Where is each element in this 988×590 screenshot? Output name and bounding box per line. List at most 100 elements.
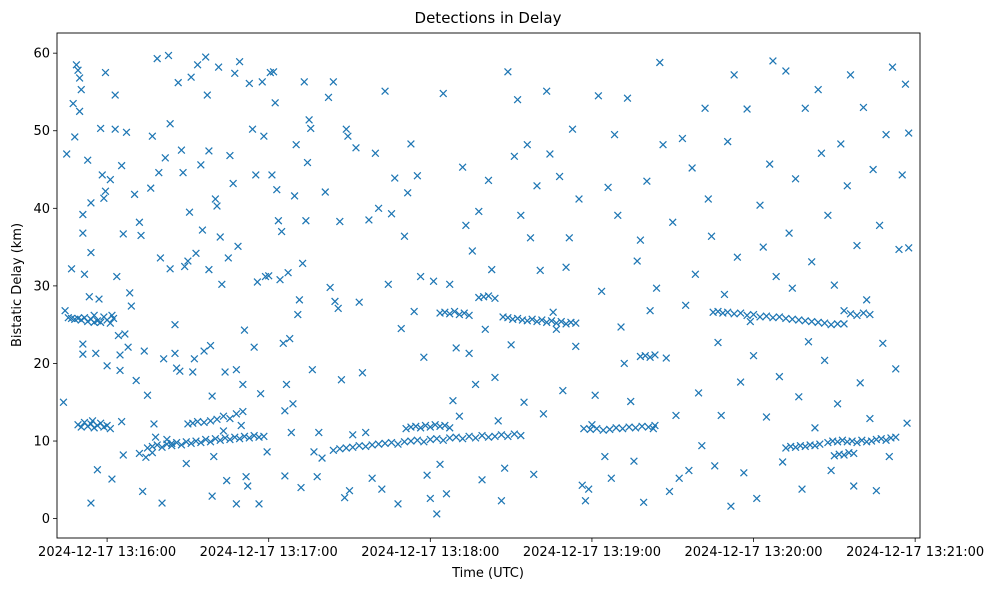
data-point-marker xyxy=(154,168,163,177)
data-point-marker xyxy=(452,344,461,352)
data-point-marker xyxy=(318,454,326,462)
data-point-marker xyxy=(769,57,777,65)
data-point-marker xyxy=(733,253,742,262)
data-point-marker xyxy=(420,353,428,362)
data-point-marker xyxy=(507,341,515,349)
data-point-marker xyxy=(555,172,564,181)
data-point-marker xyxy=(175,367,184,376)
data-point-marker xyxy=(201,435,210,444)
data-point-marker xyxy=(93,465,102,474)
data-point-marker xyxy=(697,441,706,450)
data-point-marker xyxy=(471,380,480,389)
data-point-marker xyxy=(604,183,612,192)
data-point-marker xyxy=(407,140,415,148)
data-point-marker xyxy=(400,437,409,446)
data-point-marker xyxy=(206,417,215,425)
data-point-marker xyxy=(820,319,829,327)
data-point-marker xyxy=(807,317,816,326)
data-point-marker xyxy=(345,486,354,495)
data-point-marker xyxy=(846,71,855,79)
data-point-marker xyxy=(196,161,205,169)
data-point-marker xyxy=(284,268,292,277)
data-point-marker xyxy=(445,309,454,318)
data-point-marker xyxy=(208,492,216,500)
data-point-marker xyxy=(520,398,528,407)
data-point-marker xyxy=(289,399,297,408)
data-point-marker xyxy=(484,292,493,300)
data-point-marker xyxy=(377,485,386,493)
data-point-marker xyxy=(335,217,344,226)
data-point-marker xyxy=(597,287,606,296)
data-point-marker xyxy=(397,324,406,333)
data-point-marker xyxy=(148,132,157,141)
data-point-marker xyxy=(365,216,373,224)
x-tick-label: 2024-12-17 13:19:00 xyxy=(523,545,661,560)
data-point-marker xyxy=(368,474,376,483)
data-point-marker xyxy=(853,438,861,447)
data-point-marker xyxy=(769,313,777,322)
data-point-marker xyxy=(146,184,155,192)
data-point-marker xyxy=(248,125,257,134)
data-point-marker xyxy=(775,372,784,381)
data-point-marker xyxy=(326,283,334,292)
data-point-marker xyxy=(206,437,215,446)
data-point-marker xyxy=(465,349,473,358)
data-point-marker xyxy=(208,392,216,400)
data-point-marker xyxy=(253,278,262,286)
data-point-marker xyxy=(79,340,87,348)
data-point-marker xyxy=(904,244,913,252)
data-point-marker xyxy=(814,318,823,327)
data-point-marker xyxy=(562,263,570,272)
data-point-marker xyxy=(460,309,469,317)
data-point-marker xyxy=(192,249,200,258)
data-point-marker xyxy=(749,310,758,319)
data-point-marker xyxy=(785,229,793,237)
data-point-marker xyxy=(455,310,464,319)
data-point-marker xyxy=(801,316,810,325)
data-point-marker xyxy=(885,452,894,461)
data-point-marker xyxy=(743,105,751,113)
data-point-marker xyxy=(243,482,252,490)
data-point-marker xyxy=(416,424,425,432)
data-point-marker xyxy=(79,229,87,237)
data-point-marker xyxy=(114,331,123,340)
x-tick-label: 2024-12-17 13:18:00 xyxy=(361,545,499,560)
data-point-marker xyxy=(245,79,254,88)
data-point-marker xyxy=(142,453,150,462)
data-point-marker xyxy=(331,297,339,306)
data-point-marker xyxy=(77,316,86,324)
data-point-marker xyxy=(130,190,139,199)
data-point-marker xyxy=(329,78,338,86)
data-point-marker xyxy=(221,434,229,442)
data-point-marker xyxy=(639,498,648,507)
data-point-marker xyxy=(736,309,745,317)
data-point-marker xyxy=(487,265,496,274)
data-point-marker xyxy=(848,437,856,445)
data-point-marker xyxy=(557,317,566,326)
data-point-marker xyxy=(190,354,199,363)
data-point-marker xyxy=(340,493,349,502)
data-point-marker xyxy=(348,430,357,439)
data-point-marker xyxy=(471,434,480,442)
data-point-marker xyxy=(161,154,170,162)
data-point-marker xyxy=(193,417,202,426)
data-point-marker xyxy=(106,175,115,184)
data-point-marker xyxy=(565,233,574,242)
data-point-marker xyxy=(411,422,420,431)
data-point-marker xyxy=(449,396,457,405)
data-point-marker xyxy=(260,132,268,141)
data-point-marker xyxy=(620,359,629,368)
data-point-marker xyxy=(872,486,881,495)
data-point-marker xyxy=(132,376,141,385)
data-point-marker xyxy=(237,421,246,430)
data-point-marker xyxy=(211,195,220,203)
data-point-marker xyxy=(158,499,166,507)
data-point-marker xyxy=(308,365,317,374)
data-point-marker xyxy=(605,425,614,434)
data-point-marker xyxy=(815,440,824,448)
data-point-marker xyxy=(224,254,233,262)
data-point-marker xyxy=(788,284,797,293)
data-point-marker xyxy=(568,125,577,134)
data-point-marker xyxy=(413,436,422,445)
data-point-marker xyxy=(171,349,179,358)
